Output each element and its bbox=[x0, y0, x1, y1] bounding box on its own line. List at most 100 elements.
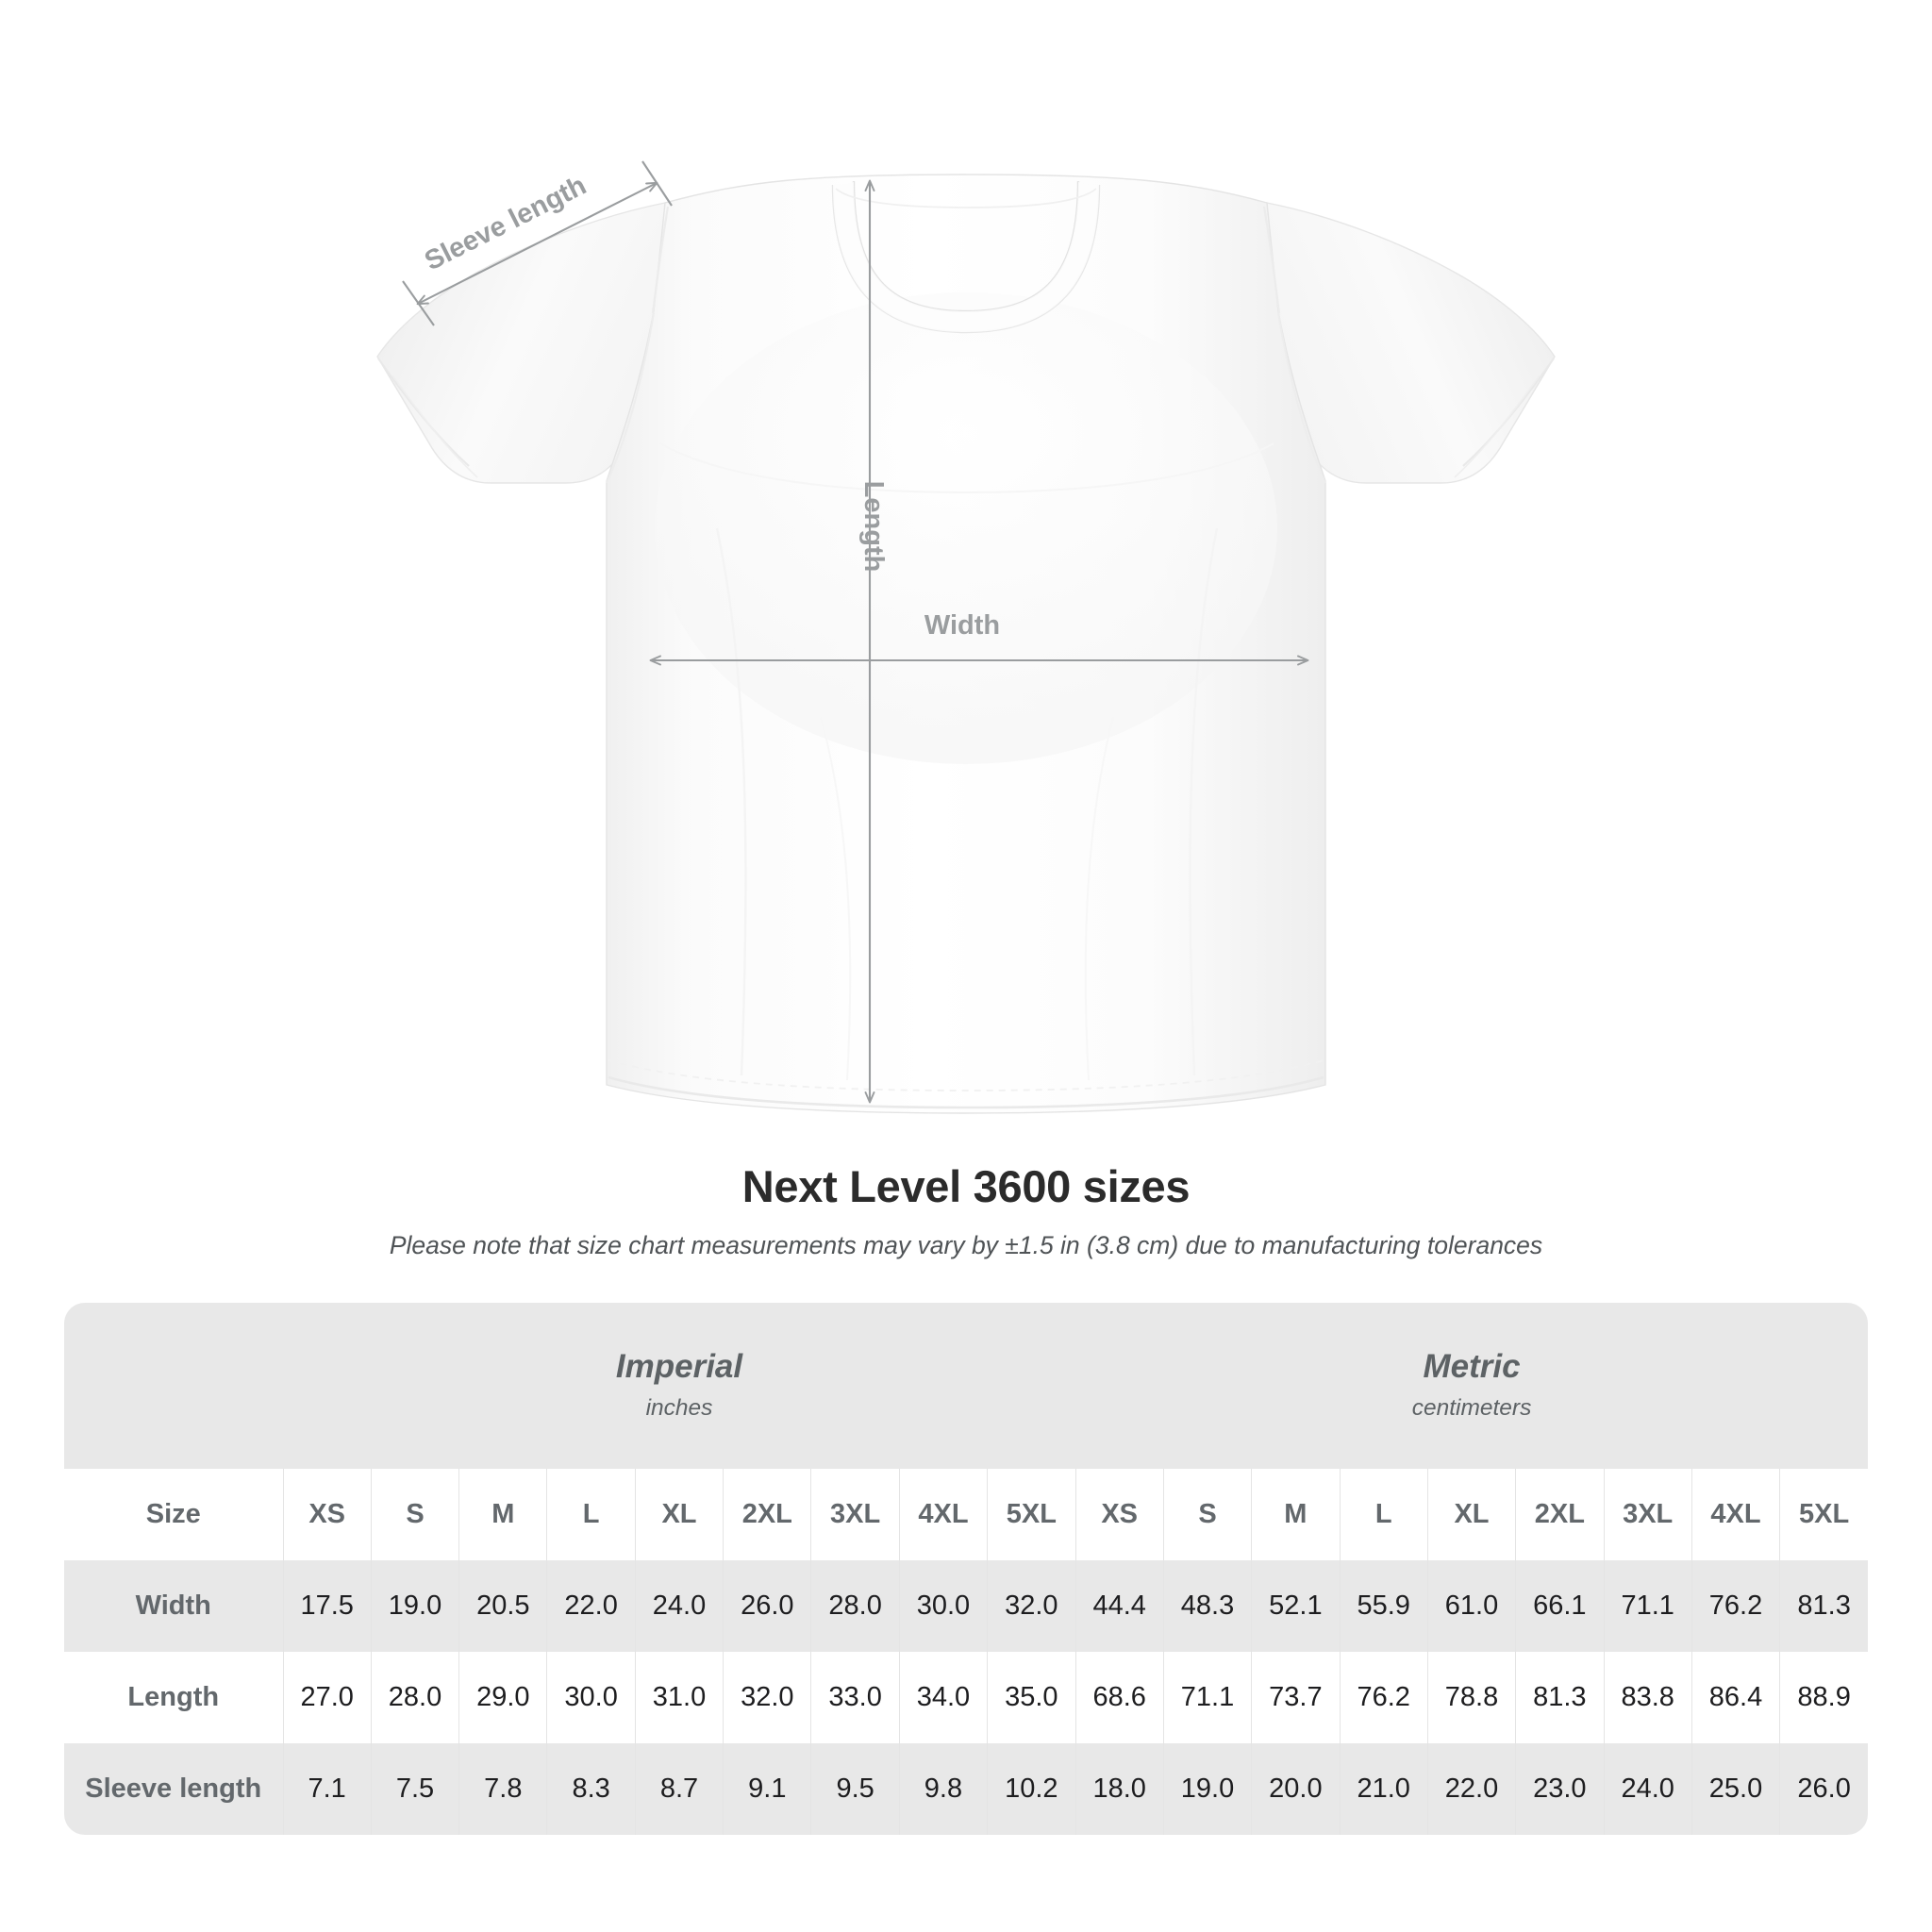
cell-sleeve-metric-4xl: 25.0 bbox=[1690, 1743, 1780, 1835]
size-header-metric-5xl: 5XL bbox=[1779, 1469, 1869, 1560]
unit-group-metric-sub: centimeters bbox=[1411, 1394, 1532, 1421]
cell-sleeve-imperial-2xl: 9.1 bbox=[723, 1743, 811, 1835]
unit-banner-corner-left bbox=[64, 1303, 283, 1469]
cell-sleeve-metric-l: 21.0 bbox=[1339, 1743, 1428, 1835]
cell-sleeve-imperial-4xl: 9.8 bbox=[898, 1743, 988, 1835]
tshirt-diagram: Sleeve length Length Width bbox=[376, 160, 1556, 1114]
size-header-imperial-2xl: 2XL bbox=[723, 1469, 811, 1560]
cell-length-metric-4xl: 86.4 bbox=[1690, 1652, 1780, 1743]
cell-sleeve-metric-m: 20.0 bbox=[1251, 1743, 1341, 1835]
cell-sleeve-imperial-l: 8.3 bbox=[546, 1743, 636, 1835]
unit-group-metric-name: Metric bbox=[1423, 1348, 1521, 1386]
cell-width-imperial-xl: 24.0 bbox=[634, 1560, 724, 1652]
size-header-imperial-3xl: 3XL bbox=[810, 1469, 900, 1560]
size-header-imperial-l: L bbox=[546, 1469, 636, 1560]
cell-length-imperial-xl: 31.0 bbox=[634, 1652, 724, 1743]
size-header-imperial-xl: XL bbox=[634, 1469, 724, 1560]
size-table: Imperial inches Metric centimeters Size … bbox=[64, 1303, 1869, 1835]
cell-width-imperial-4xl: 30.0 bbox=[898, 1560, 988, 1652]
cell-length-imperial-xs: 27.0 bbox=[282, 1652, 372, 1743]
size-column-header: Size bbox=[64, 1469, 283, 1560]
cell-length-imperial-4xl: 34.0 bbox=[898, 1652, 988, 1743]
cell-width-metric-xs: 44.4 bbox=[1074, 1560, 1164, 1652]
cell-sleeve-imperial-5xl: 10.2 bbox=[987, 1743, 1076, 1835]
cell-length-metric-xs: 68.6 bbox=[1074, 1652, 1164, 1743]
size-header-metric-m: M bbox=[1251, 1469, 1341, 1560]
unit-group-row: Imperial inches Metric centimeters bbox=[64, 1303, 1869, 1469]
page-title: Next Level 3600 sizes bbox=[741, 1161, 1191, 1211]
length-dimension: Length bbox=[858, 179, 889, 1104]
table-row: Width 17.5 19.0 20.5 22.0 24.0 26.0 28.0… bbox=[64, 1560, 1869, 1652]
cell-width-metric-2xl: 66.1 bbox=[1515, 1560, 1604, 1652]
cell-width-imperial-3xl: 28.0 bbox=[810, 1560, 900, 1652]
size-header-imperial-5xl: 5XL bbox=[987, 1469, 1076, 1560]
size-header-imperial-m: M bbox=[458, 1469, 547, 1560]
size-header-metric-3xl: 3XL bbox=[1603, 1469, 1692, 1560]
width-dimension: Width bbox=[649, 610, 1309, 666]
cell-sleeve-metric-5xl: 26.0 bbox=[1779, 1743, 1869, 1835]
size-header-imperial-4xl: 4XL bbox=[898, 1469, 988, 1560]
cell-length-metric-5xl: 88.9 bbox=[1779, 1652, 1869, 1743]
cell-sleeve-imperial-3xl: 9.5 bbox=[810, 1743, 900, 1835]
unit-group-imperial: Imperial inches bbox=[283, 1303, 1076, 1469]
length-label: Length bbox=[858, 481, 889, 573]
cell-length-imperial-5xl: 35.0 bbox=[987, 1652, 1076, 1743]
cell-width-imperial-5xl: 32.0 bbox=[987, 1560, 1076, 1652]
cell-width-metric-l: 55.9 bbox=[1339, 1560, 1428, 1652]
row-label-width: Width bbox=[64, 1560, 283, 1652]
tolerance-note: Please note that size chart measurements… bbox=[389, 1230, 1543, 1259]
heading-block: Next Level 3600 sizes Please note that s… bbox=[0, 1162, 1932, 1260]
cell-length-imperial-2xl: 32.0 bbox=[723, 1652, 811, 1743]
row-label-sleeve-length: Sleeve length bbox=[64, 1743, 283, 1835]
table-row: Length 27.0 28.0 29.0 30.0 31.0 32.0 33.… bbox=[64, 1652, 1869, 1743]
unit-group-imperial-sub: inches bbox=[645, 1394, 713, 1421]
cell-width-imperial-xs: 17.5 bbox=[282, 1560, 372, 1652]
cell-sleeve-imperial-xl: 8.7 bbox=[634, 1743, 724, 1835]
width-label: Width bbox=[924, 610, 1000, 641]
cell-width-metric-3xl: 71.1 bbox=[1603, 1560, 1692, 1652]
cell-sleeve-metric-xs: 18.0 bbox=[1074, 1743, 1164, 1835]
cell-length-imperial-s: 28.0 bbox=[370, 1652, 459, 1743]
cell-width-metric-4xl: 76.2 bbox=[1690, 1560, 1780, 1652]
size-header-metric-2xl: 2XL bbox=[1515, 1469, 1604, 1560]
cell-sleeve-imperial-m: 7.8 bbox=[458, 1743, 547, 1835]
size-header-metric-l: L bbox=[1339, 1469, 1428, 1560]
cell-length-metric-s: 71.1 bbox=[1162, 1652, 1252, 1743]
table-row: Sleeve length 7.1 7.5 7.8 8.3 8.7 9.1 9.… bbox=[64, 1743, 1869, 1835]
cell-sleeve-metric-s: 19.0 bbox=[1162, 1743, 1252, 1835]
cell-width-imperial-l: 22.0 bbox=[546, 1560, 636, 1652]
cell-width-metric-s: 48.3 bbox=[1162, 1560, 1252, 1652]
size-header-metric-xl: XL bbox=[1426, 1469, 1516, 1560]
cell-sleeve-metric-3xl: 24.0 bbox=[1603, 1743, 1692, 1835]
size-table-container: Imperial inches Metric centimeters Size … bbox=[64, 1303, 1869, 1835]
size-header-metric-s: S bbox=[1162, 1469, 1252, 1560]
size-header-row: Size XS S M L XL 2XL 3XL 4XL 5XL XS S M … bbox=[64, 1469, 1869, 1560]
unit-group-metric: Metric centimeters bbox=[1075, 1303, 1869, 1469]
cell-length-metric-2xl: 81.3 bbox=[1515, 1652, 1604, 1743]
cell-length-metric-l: 76.2 bbox=[1339, 1652, 1428, 1743]
size-header-metric-xs: XS bbox=[1074, 1469, 1164, 1560]
cell-sleeve-metric-2xl: 23.0 bbox=[1515, 1743, 1604, 1835]
cell-width-metric-m: 52.1 bbox=[1251, 1560, 1341, 1652]
cell-length-imperial-l: 30.0 bbox=[546, 1652, 636, 1743]
tshirt-garment bbox=[376, 174, 1556, 1114]
cell-width-metric-xl: 61.0 bbox=[1426, 1560, 1516, 1652]
cell-width-imperial-m: 20.5 bbox=[458, 1560, 547, 1652]
cell-length-metric-3xl: 83.8 bbox=[1603, 1652, 1692, 1743]
cell-length-metric-m: 73.7 bbox=[1251, 1652, 1341, 1743]
cell-length-imperial-3xl: 33.0 bbox=[810, 1652, 900, 1743]
size-header-imperial-s: S bbox=[370, 1469, 459, 1560]
size-header-imperial-xs: XS bbox=[282, 1469, 372, 1560]
cell-sleeve-metric-xl: 22.0 bbox=[1426, 1743, 1516, 1835]
cell-sleeve-imperial-xs: 7.1 bbox=[282, 1743, 372, 1835]
size-header-metric-4xl: 4XL bbox=[1690, 1469, 1780, 1560]
row-label-length: Length bbox=[64, 1652, 283, 1743]
cell-sleeve-imperial-s: 7.5 bbox=[370, 1743, 459, 1835]
cell-width-imperial-2xl: 26.0 bbox=[723, 1560, 811, 1652]
cell-length-imperial-m: 29.0 bbox=[458, 1652, 547, 1743]
cell-length-metric-xl: 78.8 bbox=[1426, 1652, 1516, 1743]
cell-width-metric-5xl: 81.3 bbox=[1779, 1560, 1869, 1652]
unit-group-imperial-name: Imperial bbox=[615, 1348, 743, 1386]
cell-width-imperial-s: 19.0 bbox=[370, 1560, 459, 1652]
